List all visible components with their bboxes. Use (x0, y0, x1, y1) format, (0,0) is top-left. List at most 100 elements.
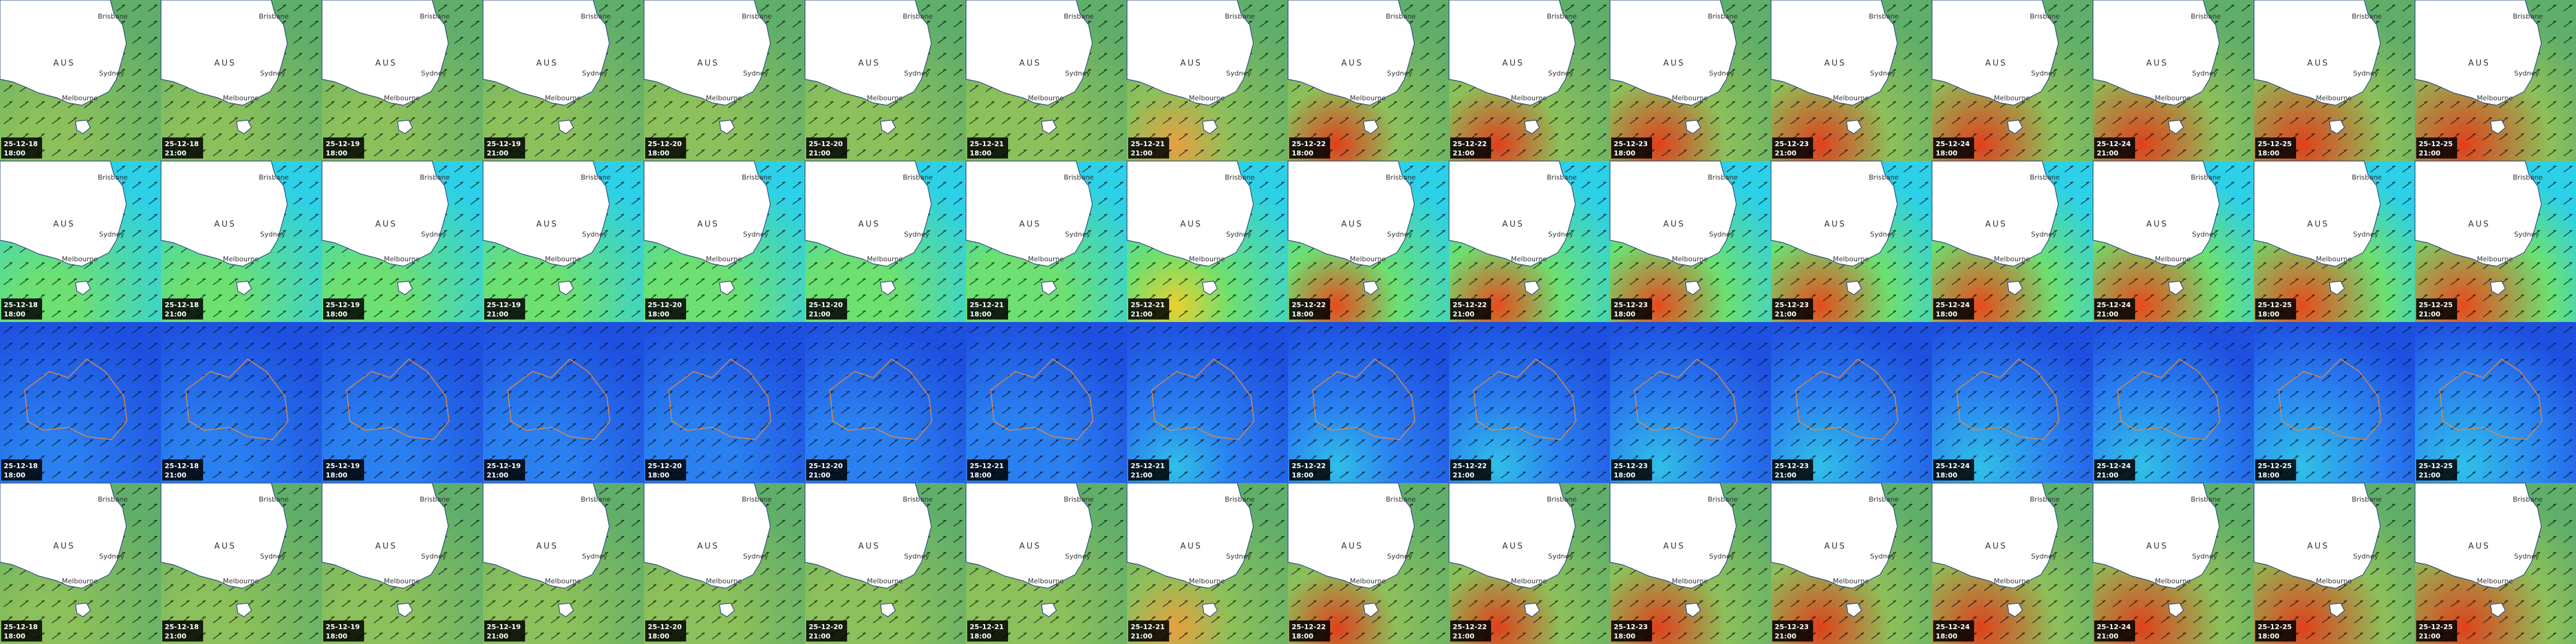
city-label: Sydney (1709, 230, 1734, 238)
timestamp-box (162, 620, 203, 642)
timestamp-box (484, 298, 525, 320)
forecast-date: 25-12-24 (1936, 140, 1970, 148)
forecast-date: 25-12-22 (1453, 623, 1487, 631)
country-label: AUS (375, 220, 398, 229)
wind-arrows (1127, 322, 1288, 483)
city-label: Melbourne (867, 94, 903, 102)
forecast-time: 18:00 (326, 471, 347, 479)
city-label: Sydney (99, 230, 124, 238)
country-label: AUS (536, 542, 559, 551)
city-label: Brisbane (2352, 12, 2382, 20)
forecast-time: 18:00 (970, 310, 991, 318)
timestamp-box (1289, 459, 1330, 481)
city-label: Sydney (582, 552, 607, 560)
forecast-date: 25-12-25 (2258, 623, 2292, 631)
city-label: Sydney (2353, 552, 2378, 560)
forecast-date: 25-12-20 (809, 462, 843, 470)
city-label: Melbourne (223, 94, 259, 102)
city-label: Sydney (1387, 552, 1412, 560)
timestamp-box (2416, 137, 2457, 159)
city-label: Sydney (2031, 230, 2056, 238)
city-label: Melbourne (2316, 94, 2352, 102)
forecast-date: 25-12-23 (1775, 140, 1809, 148)
city-label: Brisbane (1547, 495, 1577, 503)
forecast-date: 25-12-18 (165, 623, 199, 631)
city-label: Sydney (1548, 69, 1573, 77)
timestamp-box (162, 459, 203, 481)
timestamp-box (2094, 137, 2135, 159)
forecast-date: 25-12-20 (809, 623, 843, 631)
city-label: Sydney (421, 552, 446, 560)
wind-arrows (0, 322, 161, 483)
city-label: Melbourne (706, 94, 742, 102)
city-label: Brisbane (1386, 173, 1416, 181)
timestamp-box (1772, 137, 1813, 159)
timestamp-box (1, 298, 42, 320)
country-label: AUS (1180, 542, 1203, 551)
country-label: AUS (2468, 220, 2491, 229)
city-label: Melbourne (1511, 94, 1547, 102)
city-label: Melbourne (1994, 577, 2030, 585)
forecast-date: 25-12-24 (1936, 301, 1970, 309)
city-label: Brisbane (2191, 495, 2221, 503)
country-label: AUS (1985, 220, 2008, 229)
forecast-date: 25-12-23 (1614, 140, 1648, 148)
forecast-date: 25-12-25 (2258, 140, 2292, 148)
forecast-date: 25-12-19 (326, 462, 360, 470)
country-label: AUS (1341, 59, 1364, 68)
forecast-time: 21:00 (809, 471, 830, 479)
city-label: Melbourne (1028, 577, 1064, 585)
forecast-time: 18:00 (1292, 310, 1313, 318)
forecast-date: 25-12-23 (1614, 623, 1648, 631)
forecast-time: 18:00 (1936, 310, 1957, 318)
city-label: Brisbane (2191, 12, 2221, 20)
forecast-date: 25-12-24 (2097, 140, 2131, 148)
forecast-date: 25-12-23 (1614, 301, 1648, 309)
timestamp-box (1289, 298, 1330, 320)
forecast-date: 25-12-19 (326, 140, 360, 148)
forecast-time: 21:00 (487, 310, 508, 318)
country-label: AUS (214, 59, 237, 68)
forecast-time: 18:00 (970, 149, 991, 157)
city-label: Brisbane (2513, 495, 2543, 503)
forecast-time: 18:00 (4, 310, 25, 318)
country-label: AUS (697, 59, 720, 68)
forecast-date: 25-12-23 (1775, 623, 1809, 631)
forecast-date: 25-12-22 (1453, 301, 1487, 309)
timestamp-box (1289, 137, 1330, 159)
forecast-time: 21:00 (1453, 471, 1474, 479)
forecast-date: 25-12-21 (1131, 462, 1165, 470)
timestamp-box (1933, 137, 1974, 159)
city-label: Melbourne (1672, 255, 1708, 263)
timestamp-box (162, 137, 203, 159)
wind-arrows (1610, 322, 1771, 483)
city-label: Brisbane (1064, 173, 1094, 181)
country-label: AUS (697, 220, 720, 229)
city-label: Brisbane (581, 495, 611, 503)
city-label: Brisbane (1547, 173, 1577, 181)
forecast-date: 25-12-25 (2419, 301, 2453, 309)
timestamp-box (1772, 298, 1813, 320)
timestamp-box (1450, 459, 1491, 481)
forecast-date: 25-12-19 (326, 301, 360, 309)
timestamp-box (806, 459, 847, 481)
timestamp-box (806, 137, 847, 159)
city-label: Sydney (1387, 230, 1412, 238)
forecast-date: 25-12-20 (809, 301, 843, 309)
wind-arrows (805, 322, 966, 483)
country-label: AUS (2146, 59, 2169, 68)
city-label: Brisbane (420, 495, 450, 503)
